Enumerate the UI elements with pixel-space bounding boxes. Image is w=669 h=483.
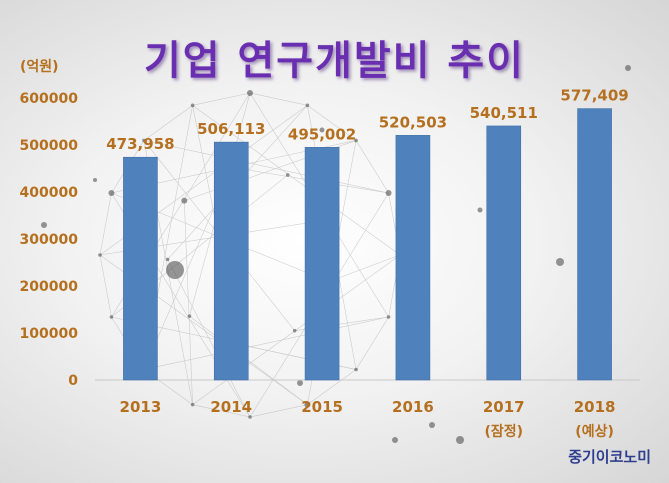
- data-label: 577,409: [560, 87, 628, 105]
- unit-label: (억원): [20, 59, 59, 75]
- x-tick-label: 2014: [210, 398, 252, 416]
- network-nodes: [41, 65, 631, 444]
- data-label: 473,958: [106, 135, 174, 153]
- y-tick-label: 100000: [20, 326, 79, 342]
- data-label: 506,113: [197, 120, 265, 138]
- bar-2018: [577, 108, 612, 381]
- source-label: 중기이코노미: [568, 448, 651, 466]
- data-label: 520,503: [379, 113, 447, 131]
- bar-2017: [486, 125, 522, 381]
- x-tick-note: (예상): [575, 424, 614, 440]
- bar-2014: [213, 141, 249, 381]
- y-tick-label: 300000: [20, 232, 79, 248]
- data-label: 495,002: [288, 125, 356, 143]
- x-tick-label: 2017: [483, 398, 525, 416]
- y-tick-label: 500000: [20, 138, 79, 154]
- bar-2015: [304, 147, 340, 381]
- y-tick-label: 0: [68, 373, 78, 389]
- chart-title: 기업 연구개발비 추이: [143, 38, 526, 84]
- data-label: 540,511: [470, 104, 538, 122]
- y-tick-label: 200000: [20, 279, 79, 295]
- x-tick-label: 2018: [574, 398, 616, 416]
- x-tick-label: 2016: [392, 398, 434, 416]
- x-tick-note: (잠정): [484, 423, 523, 440]
- x-tick-label: 2015: [301, 398, 343, 416]
- x-tick-label: 2013: [120, 398, 162, 416]
- y-tick-label: 600000: [20, 91, 79, 107]
- y-tick-label: 400000: [20, 185, 79, 201]
- bar-2013: [123, 156, 158, 381]
- bar-2016: [395, 135, 431, 381]
